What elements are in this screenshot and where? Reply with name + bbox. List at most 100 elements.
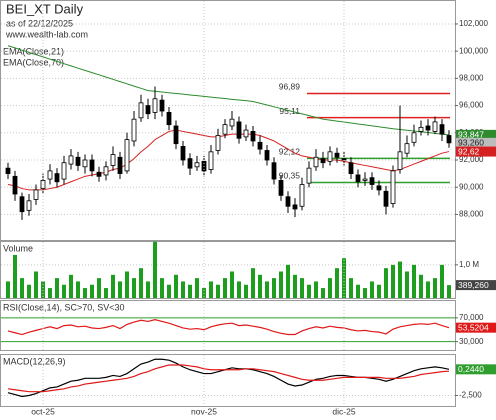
y-tick-label: 70,000 xyxy=(459,313,484,322)
volume-bar xyxy=(300,278,304,298)
volume-bar xyxy=(370,281,374,298)
y-tick-label: 98,000 xyxy=(459,73,484,82)
candle-body xyxy=(278,180,284,196)
panel-frame xyxy=(0,300,456,351)
volume-bar xyxy=(62,284,66,298)
volume-bar xyxy=(167,284,171,298)
candle-body xyxy=(103,166,109,176)
candle-body xyxy=(96,171,102,177)
candle-body xyxy=(110,154,116,166)
last-value-box xyxy=(456,129,496,140)
chart-title: BEI_XT Daily xyxy=(6,1,84,16)
candle-body xyxy=(166,111,172,126)
panel-title: MACD(12,26,9) xyxy=(3,356,66,366)
ema-line xyxy=(7,45,450,136)
candle-body xyxy=(362,178,368,181)
candle-body xyxy=(124,139,130,172)
volume-bar xyxy=(321,288,325,298)
last-value-box xyxy=(456,146,496,157)
volume-bar xyxy=(90,284,94,298)
candle-body xyxy=(271,162,277,180)
candle-body xyxy=(208,151,214,170)
volume-bar xyxy=(83,288,87,298)
panel-frame xyxy=(0,241,456,299)
volume-bar xyxy=(160,278,164,298)
candle-body xyxy=(138,102,144,119)
candle-body xyxy=(341,158,347,161)
candle-body xyxy=(54,173,60,183)
candle-body xyxy=(376,185,382,191)
y-tick-label: 30,000 xyxy=(459,337,484,346)
volume-bar xyxy=(41,281,45,298)
volume-bar xyxy=(377,284,381,298)
volume-bar xyxy=(55,278,59,298)
volume-bar xyxy=(419,274,423,298)
source: www.wealth-lab.com xyxy=(5,29,88,39)
y-tick-label: 102,000 xyxy=(459,19,488,28)
volume-bar xyxy=(104,288,108,298)
candle-body xyxy=(439,124,445,135)
level-label: 92,12 xyxy=(279,147,301,157)
candle-body xyxy=(82,159,88,168)
volume-bar xyxy=(265,281,269,298)
candle-body xyxy=(306,167,312,184)
volume-bar xyxy=(293,274,297,298)
candle-body xyxy=(264,150,270,161)
volume-bar xyxy=(391,264,395,298)
x-tick-label: oct-25 xyxy=(31,406,55,416)
last-value-label: 93,847 xyxy=(458,130,484,140)
y-tick-label: 92,000 xyxy=(459,155,484,164)
indicator-line xyxy=(7,319,450,336)
volume-bar xyxy=(279,271,283,298)
volume-bar xyxy=(426,281,430,298)
volume-bar xyxy=(335,268,339,298)
last-value-box xyxy=(456,322,496,333)
volume-bar xyxy=(69,274,73,298)
x-tick-label: dic-25 xyxy=(332,406,355,416)
volume-bar xyxy=(272,278,276,298)
last-value-label: 53,5204 xyxy=(458,322,489,332)
candle-body xyxy=(390,170,396,204)
volume-bar xyxy=(307,284,311,298)
last-value-box xyxy=(456,364,496,375)
candle-body xyxy=(397,151,403,170)
volume-bar xyxy=(328,278,332,298)
level-label: 96,89 xyxy=(279,82,301,92)
volume-bar xyxy=(314,281,318,298)
candle-body xyxy=(159,99,165,112)
volume-bar xyxy=(13,254,17,298)
last-value-box xyxy=(456,280,496,291)
volume-bar xyxy=(356,284,360,298)
volume-bar xyxy=(195,278,199,298)
panel-frame xyxy=(0,0,456,241)
y-tick-label: -2,500 xyxy=(459,391,482,400)
candle-body xyxy=(313,156,319,168)
volume-bar xyxy=(433,278,437,298)
volume-bar xyxy=(440,264,444,298)
candle-body xyxy=(194,162,200,168)
last-value-label: 92,62 xyxy=(458,146,480,156)
candle-body xyxy=(75,156,81,166)
volume-bar xyxy=(111,274,115,298)
candle-body xyxy=(222,124,228,135)
volume-bar xyxy=(146,281,150,298)
volume-bar xyxy=(153,241,157,298)
volume-bar xyxy=(118,281,122,298)
volume-bar xyxy=(363,288,367,298)
indicator-line xyxy=(7,358,450,398)
volume-bar xyxy=(209,281,213,298)
candle-body xyxy=(152,98,158,113)
candle-body xyxy=(229,118,235,127)
candle-body xyxy=(418,126,424,132)
candle-body xyxy=(173,125,179,145)
candle-body xyxy=(215,135,221,151)
volume-bar xyxy=(20,278,24,298)
candle-body xyxy=(19,196,25,213)
legend-entry: EMA(Close,21) xyxy=(3,46,64,56)
volume-bar xyxy=(398,261,402,298)
volume-bar xyxy=(251,268,255,298)
volume-bar xyxy=(384,268,388,298)
volume-bar xyxy=(237,281,241,298)
volume-bar xyxy=(258,274,262,298)
